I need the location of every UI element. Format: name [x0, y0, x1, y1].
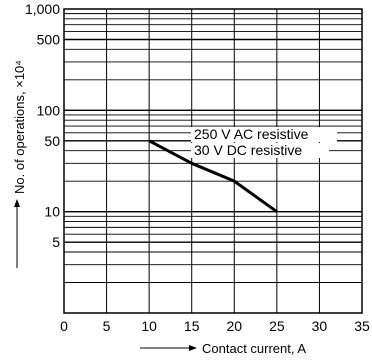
x-tick-label: 30 [312, 318, 328, 334]
x-tick-label: 35 [354, 318, 370, 334]
y-axis-label: No. of operations, ×10⁴ [12, 60, 27, 194]
plot-frame [63, 8, 363, 314]
tick-labels: 0 5 10 15 20 25 30 35 5 10 50 100 500 1,000 [25, 1, 370, 334]
series-layer [148, 139, 278, 213]
annotation-dc: 30 V DC resistive [191, 142, 329, 158]
y-tick-label: 500 [37, 32, 61, 48]
annotation-dc-label: 30 V DC resistive [194, 142, 302, 158]
annotation-ac: 250 V AC resistive [191, 126, 337, 142]
annotation-ac-label: 250 V AC resistive [194, 126, 309, 142]
x-tick-label: 15 [184, 318, 200, 334]
series-line [148, 139, 278, 213]
x-tick-label: 5 [103, 318, 111, 334]
y-tick-label: 1,000 [25, 1, 60, 17]
y-tick-label: 5 [52, 234, 60, 250]
x-tick-label: 20 [226, 318, 242, 334]
y-tick-label: 100 [37, 102, 61, 118]
grid-lines [64, 9, 362, 313]
y-tick-label: 10 [44, 204, 60, 220]
x-tick-label: 10 [141, 318, 157, 334]
x-axis-label: Contact current, A [202, 341, 306, 356]
x-tick-label: 0 [60, 318, 68, 334]
x-tick-label: 25 [269, 318, 285, 334]
y-tick-label: 50 [44, 133, 60, 149]
